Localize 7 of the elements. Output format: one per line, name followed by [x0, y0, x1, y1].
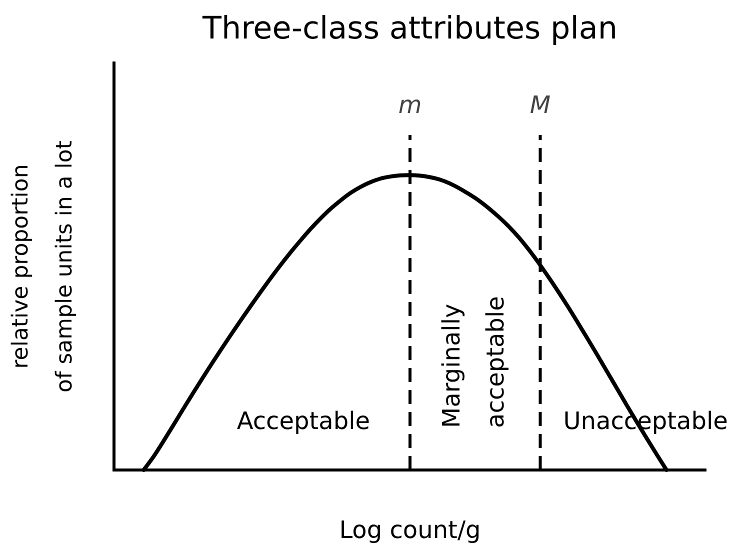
text: M [530, 91, 551, 120]
annotation: Acceptable [236, 407, 370, 436]
text: m [398, 91, 422, 120]
x-axis-title: Log count/g [339, 516, 481, 544]
chart-title: Three-class attributes plan [202, 10, 618, 47]
annotation: Marginally acceptable [437, 296, 510, 428]
y-axis-title: relative proportion of sample units in a lot [8, 140, 78, 392]
